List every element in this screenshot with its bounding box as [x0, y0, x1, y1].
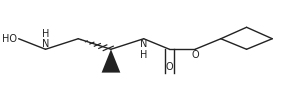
Text: HO: HO [2, 34, 18, 44]
Text: N: N [140, 39, 148, 49]
Text: O: O [191, 50, 199, 60]
Polygon shape [102, 49, 120, 73]
Text: H: H [140, 50, 148, 60]
Text: O: O [166, 62, 173, 72]
Text: H: H [42, 29, 49, 39]
Text: N: N [42, 39, 49, 49]
